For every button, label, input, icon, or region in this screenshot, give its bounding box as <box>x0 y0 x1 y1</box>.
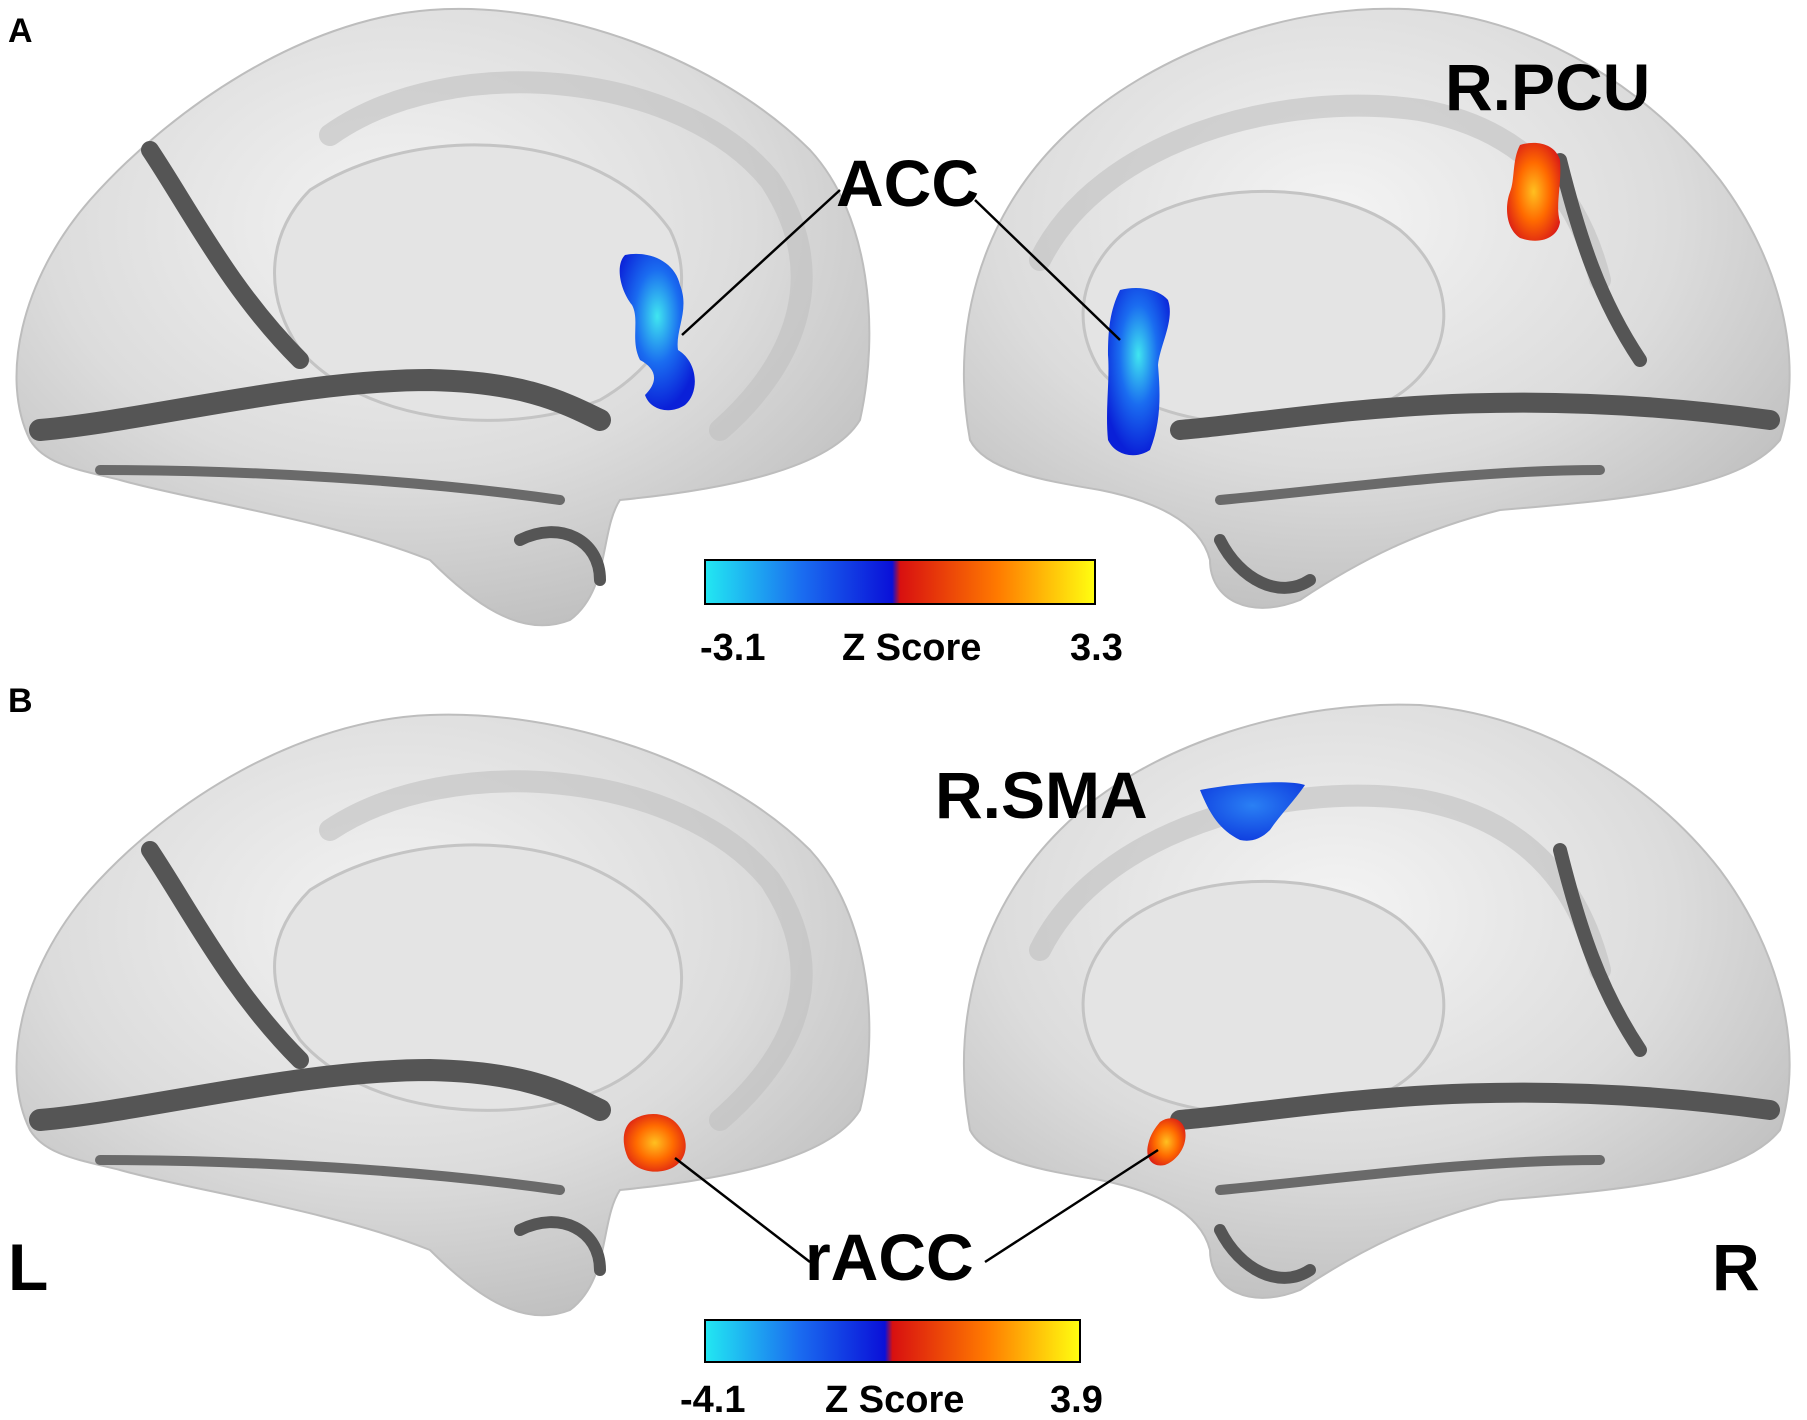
colorbar-a-min: -3.1 <box>700 627 765 669</box>
racc-left-line <box>674 1157 811 1263</box>
colorbar-b-title: Z Score <box>825 1379 964 1420</box>
panel-label-a: A <box>8 12 33 50</box>
brain-b-left <box>15 713 871 1317</box>
colorbar-a-title: Z Score <box>842 627 981 669</box>
racc-right-blob <box>1147 1118 1186 1166</box>
r-sma-blob <box>1200 782 1305 841</box>
brain-a-right <box>963 7 1791 609</box>
r-pcu-blob <box>1507 142 1561 241</box>
colorbar-b-max: 3.9 <box>1050 1379 1103 1420</box>
acc-right-blob <box>1107 288 1170 456</box>
hemisphere-label-left: L <box>8 1230 48 1304</box>
racc-right-line <box>984 1148 1159 1264</box>
hemisphere-label-right: R <box>1712 1230 1760 1304</box>
acc-left-line <box>681 189 841 336</box>
colorbar-b: -4.1 Z Score 3.9 <box>680 1319 1103 1420</box>
acc-left-blob <box>619 253 695 411</box>
region-label-r-sma: R.SMA <box>935 758 1148 832</box>
colorbar-a: -3.1 Z Score 3.3 <box>700 559 1123 669</box>
brain-a-left <box>15 8 871 627</box>
acc-right-line <box>974 199 1121 341</box>
region-label-racc: rACC <box>805 1220 974 1294</box>
racc-left-blob <box>623 1114 686 1172</box>
region-label-r-pcu: R.PCU <box>1445 50 1650 124</box>
colorbar-a-gradient <box>704 559 1096 605</box>
colorbar-a-max: 3.3 <box>1070 627 1123 669</box>
region-label-acc: ACC <box>836 146 979 220</box>
colorbar-b-min: -4.1 <box>680 1379 745 1420</box>
colorbar-b-gradient <box>704 1319 1081 1363</box>
panel-label-b: B <box>8 682 33 720</box>
